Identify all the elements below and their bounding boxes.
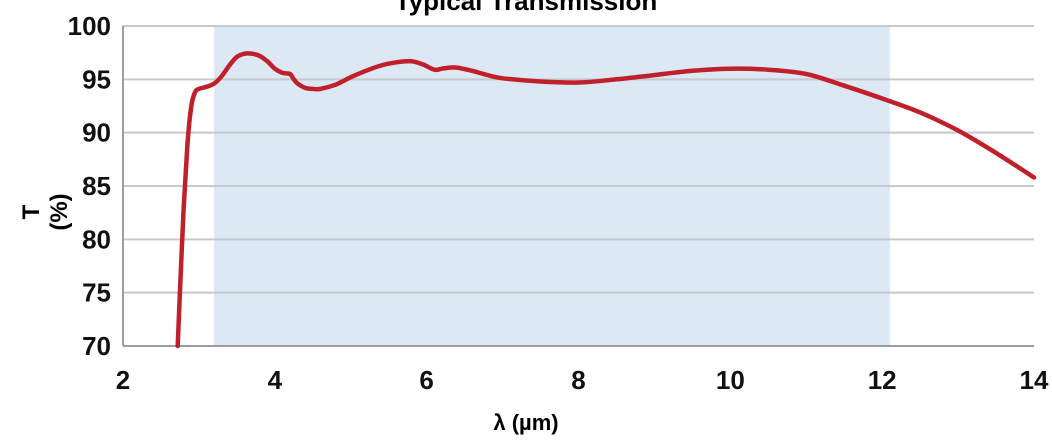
x-tick-label: 4 bbox=[268, 365, 283, 395]
x-tick-label: 2 bbox=[116, 365, 130, 395]
x-axis-label: λ (µm) bbox=[493, 410, 559, 435]
x-tick-label: 10 bbox=[716, 365, 745, 395]
x-tick-labels: 2 4 6 8 10 12 14 bbox=[116, 365, 1049, 395]
x-tick-label: 12 bbox=[868, 365, 897, 395]
x-tick-label: 14 bbox=[1020, 365, 1049, 395]
chart-title: Typical Transmission bbox=[394, 0, 658, 16]
y-tick-label: 70 bbox=[82, 331, 111, 361]
transmission-curve bbox=[175, 51, 1037, 349]
x-tick-label: 6 bbox=[419, 365, 433, 395]
y-tick-labels: 70 75 80 85 90 95 100 bbox=[68, 11, 111, 361]
y-tick-label: 95 bbox=[82, 64, 111, 94]
axes bbox=[122, 26, 1034, 347]
grid-lines bbox=[123, 25, 1034, 294]
y-tick-label: 80 bbox=[82, 224, 111, 254]
x-tick-label: 8 bbox=[571, 365, 585, 395]
y-tick-label: 75 bbox=[82, 278, 111, 308]
y-tick-label: 85 bbox=[82, 171, 111, 201]
y-tick-label: 90 bbox=[82, 118, 111, 148]
y-tick-label: 100 bbox=[68, 11, 111, 41]
